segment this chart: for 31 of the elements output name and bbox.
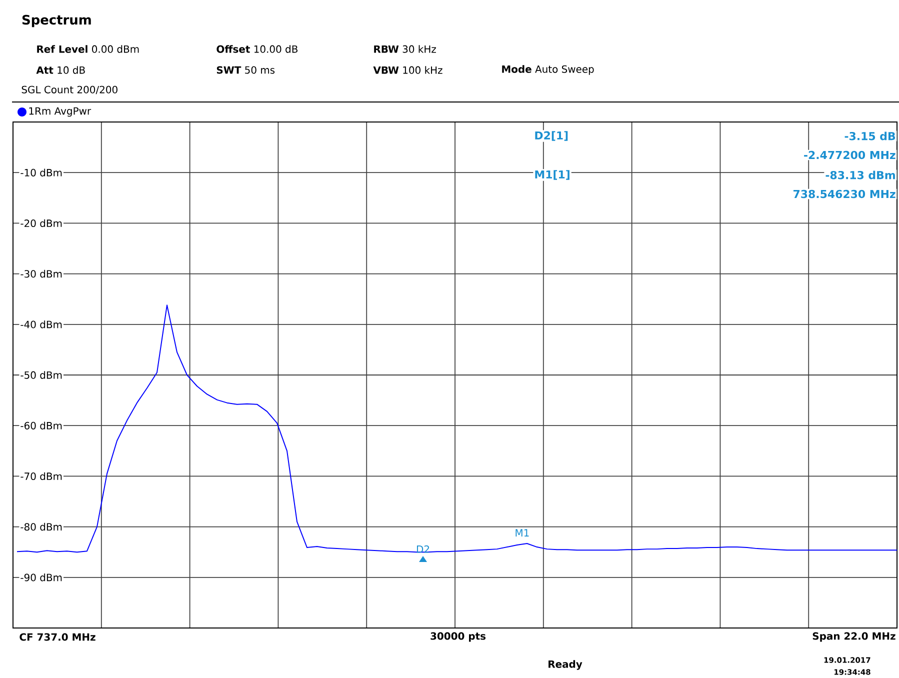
y-tick-label: -90 dBm <box>20 574 62 582</box>
y-tick-label: -70 dBm <box>20 472 62 480</box>
text: SGL Count 200/200 <box>22 86 118 94</box>
annotation: -2.477200 MHz <box>804 150 896 160</box>
text: Mode Auto Sweep <box>502 65 594 75</box>
text: Offset 10.00 dB <box>216 45 298 53</box>
text: SWT 50 ms <box>216 66 275 74</box>
y-tick-label: -80 dBm <box>20 522 62 531</box>
annotation: M1[1] <box>535 170 570 180</box>
legend-label: 1Rm AvgPwr <box>29 107 92 117</box>
y-tick-label: -30 dBm <box>20 270 62 278</box>
text: VBW 100 kHz <box>373 66 442 74</box>
text: Att 10 dB <box>36 66 85 74</box>
annotation: -3.15 dB <box>844 132 896 140</box>
annotation: -83.13 dBm <box>826 170 895 180</box>
text: RBW 30 kHz <box>374 45 436 53</box>
annotation: D2[1] <box>535 131 568 141</box>
text: Ready <box>548 660 582 670</box>
annotation: 738.546230 MHz <box>793 190 896 198</box>
chart-title: Spectrum <box>22 14 91 28</box>
y-tick-label: -50 dBm <box>20 371 62 379</box>
annotation: M1 <box>516 529 529 536</box>
y-tick-label: -20 dBm <box>20 219 62 228</box>
y-tick-label: -40 dBm <box>20 320 62 328</box>
text: CF 737.0 MHz <box>20 633 96 641</box>
y-tick-label: -60 dBm <box>20 422 62 430</box>
text: Span 22.0 MHz <box>812 632 896 642</box>
y-tick-label: -10 dBm <box>20 168 62 176</box>
text: Ref Level 0.00 dBm <box>37 45 139 53</box>
annotation: D2 <box>416 545 430 553</box>
text: 30000 pts <box>430 632 486 642</box>
